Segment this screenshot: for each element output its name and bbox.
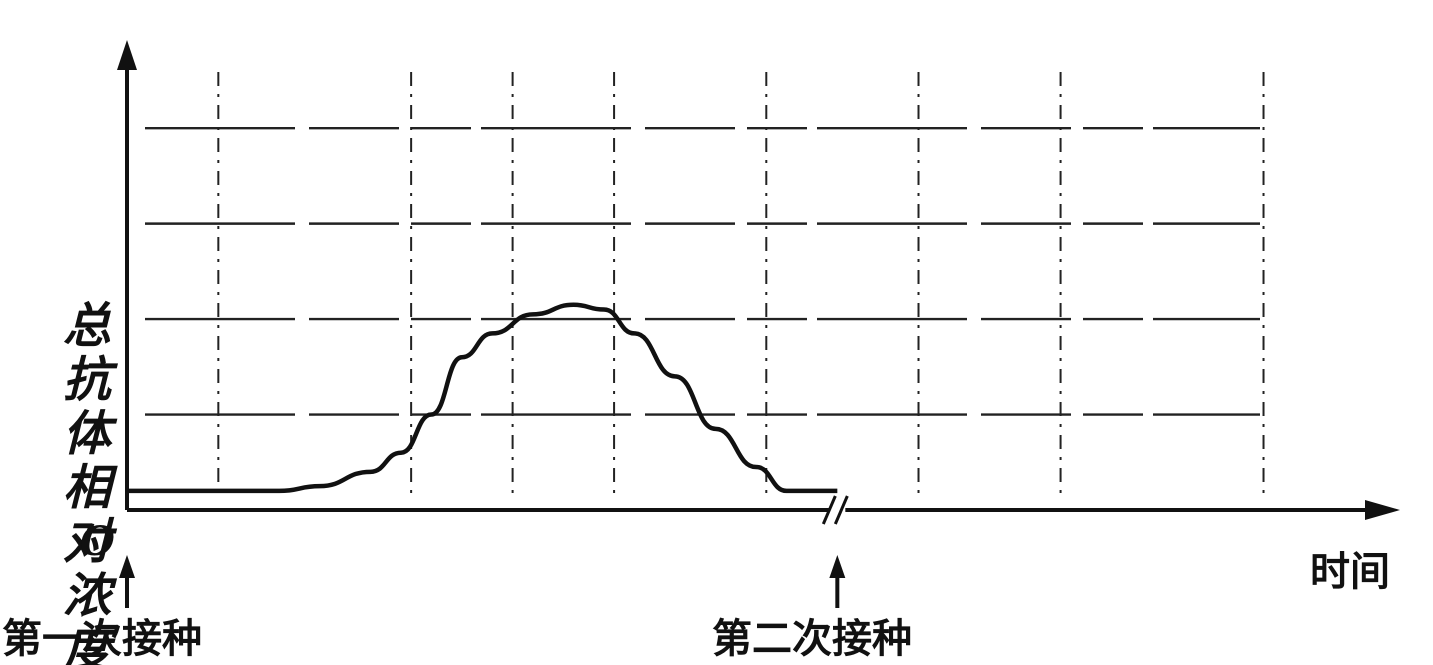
axis-break-mark-1 <box>821 495 837 525</box>
text-layer: 总抗体相对浓度 时间 O 第一次接种 第二次接种 <box>2 300 1390 665</box>
annotation-first-inoculation: 第一次接种 <box>2 616 202 662</box>
x-axis-arrow <box>1365 500 1400 520</box>
y-axis-arrow <box>117 40 137 70</box>
x-axis-label: 时间 <box>1310 549 1390 595</box>
inoculation-arrow-head-0 <box>119 555 135 578</box>
y-axis-label: 总抗体相对浓度 <box>54 300 112 665</box>
origin-label: O <box>80 518 115 565</box>
annotation-second-inoculation: 第二次接种 <box>712 616 912 662</box>
axes-layer <box>117 40 1400 608</box>
series-layer <box>127 302 838 494</box>
grid-layer <box>145 72 1265 498</box>
axis-break-mark-2 <box>833 495 849 525</box>
antibody-curve <box>127 302 838 494</box>
inoculation-arrow-head-1 <box>829 555 846 578</box>
